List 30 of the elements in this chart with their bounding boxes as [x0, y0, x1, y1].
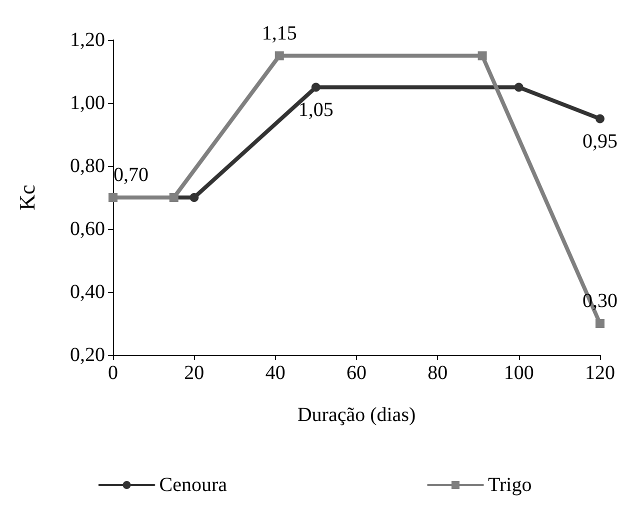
y-tick-label: 0,60: [70, 218, 105, 240]
x-tick-label: 0: [108, 362, 118, 384]
x-tick-label: 40: [265, 362, 286, 384]
point: [169, 193, 178, 202]
point: [596, 319, 604, 328]
data-label: 0,95: [582, 130, 618, 152]
y-axis-title: Kc: [14, 184, 40, 210]
point: [596, 114, 604, 124]
point: [274, 51, 284, 60]
y-tick-label: 0,80: [70, 155, 105, 177]
x-tick-label: 60: [346, 362, 366, 384]
y-tick-label: 1,00: [70, 92, 105, 114]
data-label: 0,30: [582, 290, 618, 312]
point: [514, 82, 524, 92]
y-tick-label: 0,20: [70, 344, 105, 366]
point: [478, 51, 487, 60]
data-label: 1,15: [262, 22, 297, 44]
x-tick-label: 20: [184, 362, 204, 384]
y-tick-label: 1,20: [70, 29, 105, 51]
x-tick-label: 100: [504, 362, 534, 384]
data-label: 0,70: [114, 164, 148, 186]
data-label: 1,05: [298, 98, 334, 121]
x-tick-label: 80: [428, 362, 448, 384]
point: [311, 82, 320, 92]
y-tick-label: 0,40: [70, 281, 105, 303]
legend-label: Trigo: [488, 474, 532, 496]
x-axis-title: Duração (dias): [297, 404, 416, 426]
x-tick-label: 120: [585, 362, 615, 384]
legend-label: Cenoura: [159, 474, 228, 496]
point: [190, 193, 199, 202]
